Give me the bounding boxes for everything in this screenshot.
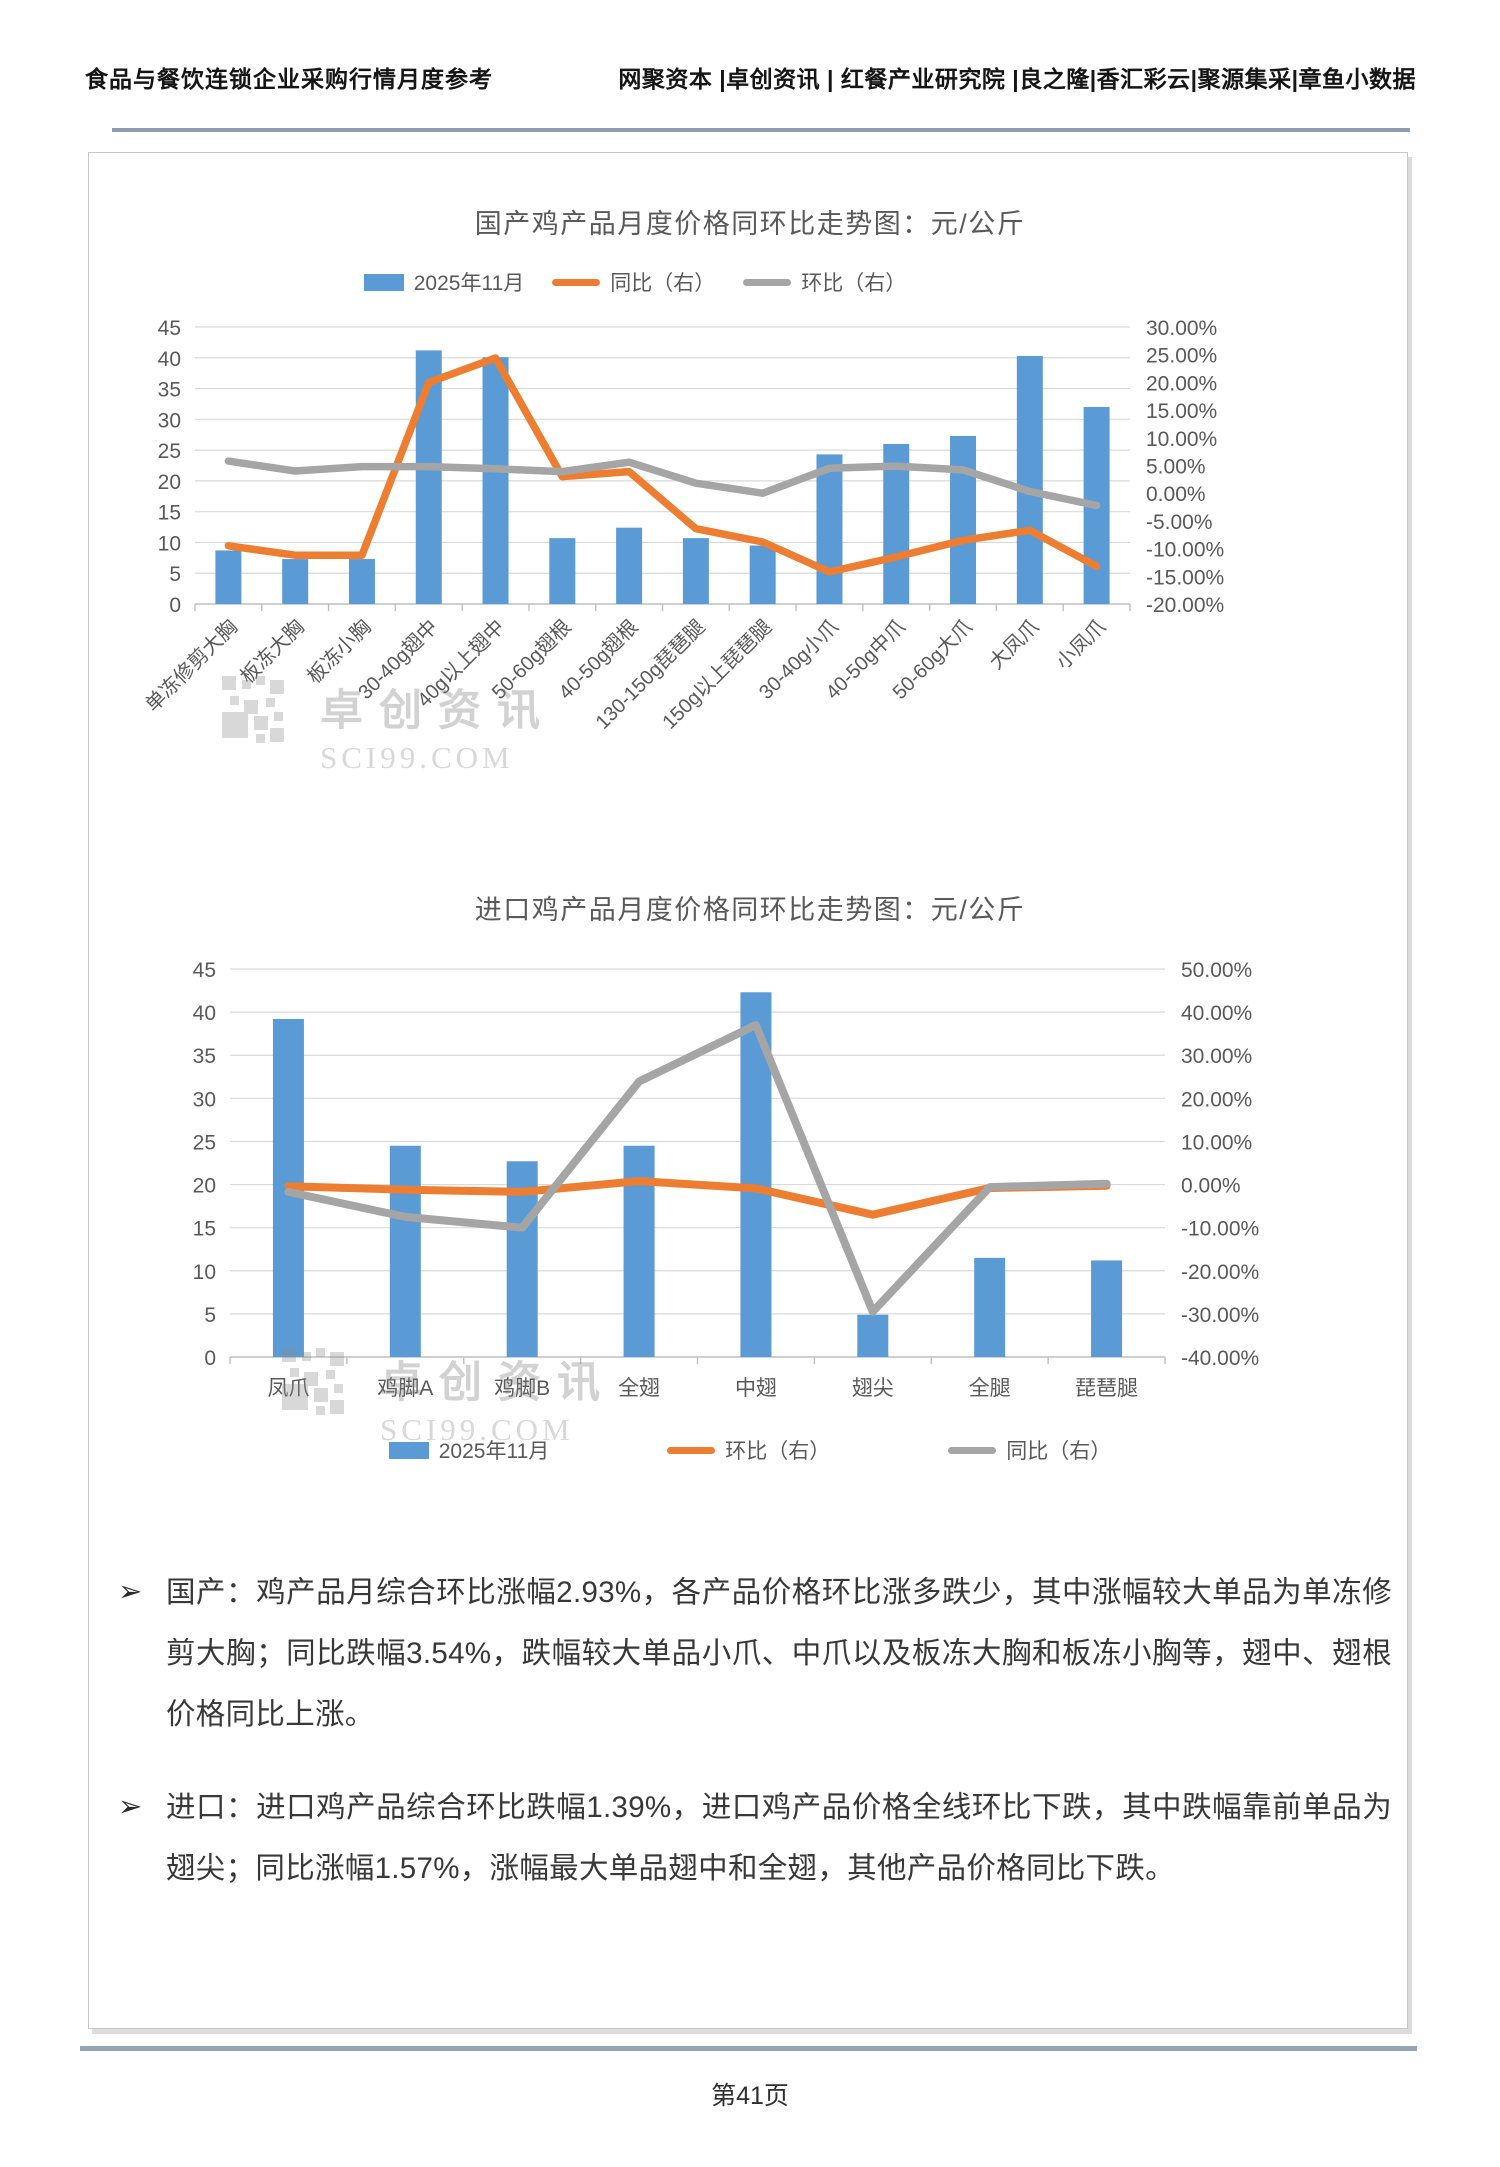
- svg-text:-30.00%: -30.00%: [1181, 1304, 1259, 1327]
- imported-chicken-chart: 进口鸡产品月度价格同环比走势图：元/公斤 45 40 35 30 25 20 15 10 5 0 5…: [95, 868, 1405, 1465]
- svg-text:5: 5: [204, 1304, 216, 1327]
- svg-text:30.00%: 30.00%: [1146, 317, 1217, 340]
- header-title: 食品与餐饮连锁企业采购行情月度参考: [85, 66, 493, 92]
- svg-text:-15.00%: -15.00%: [1146, 566, 1224, 589]
- svg-text:25: 25: [158, 440, 181, 463]
- bullet-text: 进口：进口鸡产品综合环比跌幅1.39%，进口鸡产品价格全线环比下跌，其中跌幅靠前…: [166, 1791, 1392, 1885]
- bar-swatch-icon: [363, 273, 404, 291]
- svg-text:10.00%: 10.00%: [1181, 1131, 1252, 1154]
- svg-text:大凤爪: 大凤爪: [985, 615, 1044, 674]
- bullet-imported: ➢ 进口：进口鸡产品综合环比跌幅1.39%，进口鸡产品价格全线环比下跌，其中跌幅…: [118, 1777, 1392, 1899]
- svg-text:板冻大胸: 板冻大胸: [236, 615, 309, 688]
- svg-text:20.00%: 20.00%: [1146, 372, 1217, 395]
- svg-text:-20.00%: -20.00%: [1181, 1261, 1259, 1284]
- header-sources: 网聚资本 |卓创资讯 | 红餐产业研究院 |良之隆|香汇彩云|聚源集采|章鱼小数…: [618, 66, 1416, 92]
- line-swatch-icon: [948, 1446, 997, 1454]
- svg-text:25.00%: 25.00%: [1146, 345, 1217, 368]
- svg-text:30: 30: [193, 1088, 216, 1111]
- svg-text:40: 40: [193, 1002, 216, 1025]
- svg-text:0: 0: [169, 594, 181, 617]
- chart-title: 进口鸡产品月度价格同环比走势图：元/公斤: [474, 895, 1026, 925]
- legend-item-yoy: 同比（右）: [948, 1435, 1111, 1465]
- svg-text:20.00%: 20.00%: [1181, 1088, 1252, 1111]
- legend-label: 同比（右）: [1006, 1440, 1112, 1463]
- svg-text:-10.00%: -10.00%: [1146, 539, 1224, 562]
- bar-swatch-icon: [388, 1441, 429, 1459]
- svg-text:5.00%: 5.00%: [1146, 456, 1206, 479]
- arrow-bullet-icon: ➢: [118, 1791, 143, 1823]
- footer-divider: [80, 2046, 1417, 2051]
- svg-text:鸡脚B: 鸡脚B: [494, 1377, 550, 1400]
- svg-text:40: 40: [158, 348, 181, 371]
- svg-text:-20.00%: -20.00%: [1146, 594, 1224, 617]
- svg-text:15.00%: 15.00%: [1146, 400, 1217, 423]
- svg-text:琵琶腿: 琵琶腿: [1075, 1377, 1138, 1400]
- svg-text:鸡脚A: 鸡脚A: [377, 1377, 433, 1400]
- svg-text:0: 0: [204, 1347, 216, 1370]
- svg-text:全翅: 全翅: [618, 1377, 660, 1400]
- legend-label: 2025年11月: [413, 272, 525, 295]
- arrow-bullet-icon: ➢: [118, 1576, 143, 1608]
- legend-item-bar: 2025年11月: [388, 1435, 550, 1465]
- svg-text:15: 15: [158, 502, 181, 525]
- svg-text:45: 45: [158, 317, 181, 340]
- svg-text:10.00%: 10.00%: [1146, 428, 1217, 451]
- svg-text:翅尖: 翅尖: [852, 1377, 894, 1400]
- line-swatch-icon: [552, 278, 601, 286]
- svg-text:凤爪: 凤爪: [267, 1377, 309, 1400]
- header-divider: [112, 128, 1410, 132]
- summary-bullets: ➢ 国产：鸡产品月综合环比涨幅2.93%，各产品价格环比涨多跌少，其中涨幅较大单…: [118, 1562, 1392, 1931]
- line-swatch-icon: [667, 1446, 716, 1454]
- chart-plot-svg: 45 40 35 30 25 20 15 10 5 0 50.00% 40.00% 30.00% 20.0…: [193, 959, 1260, 1400]
- bullet-text: 国产：鸡产品月综合环比涨幅2.93%，各产品价格环比涨多跌少，其中涨幅较大单品为…: [166, 1576, 1392, 1731]
- svg-text:30.00%: 30.00%: [1181, 1045, 1252, 1068]
- svg-text:0.00%: 0.00%: [1181, 1175, 1241, 1198]
- domestic-chicken-chart: 国产鸡产品月度价格同环比走势图：元/公斤 2025年11月 同比（右） 环比（右…: [95, 182, 1405, 791]
- svg-text:10: 10: [158, 532, 181, 555]
- svg-text:25: 25: [193, 1131, 216, 1154]
- chart-legend: 2025年11月 环比（右） 同比（右）: [95, 1435, 1405, 1465]
- svg-text:45: 45: [193, 959, 216, 982]
- svg-text:40.00%: 40.00%: [1181, 1002, 1252, 1025]
- svg-text:35: 35: [158, 379, 181, 402]
- svg-text:35: 35: [193, 1045, 216, 1068]
- svg-text:全腿: 全腿: [969, 1377, 1011, 1400]
- svg-text:-40.00%: -40.00%: [1181, 1347, 1259, 1370]
- legend-item-bar: 2025年11月: [363, 267, 525, 297]
- svg-text:-5.00%: -5.00%: [1146, 511, 1213, 534]
- svg-text:-10.00%: -10.00%: [1181, 1218, 1259, 1241]
- line-swatch-icon: [743, 278, 792, 286]
- legend-label: 同比（右）: [610, 272, 716, 295]
- legend-label: 2025年11月: [438, 1440, 550, 1463]
- svg-text:0.00%: 0.00%: [1146, 483, 1206, 506]
- svg-text:20: 20: [158, 471, 181, 494]
- page-number: 第41页: [711, 2082, 789, 2110]
- chart-title: 国产鸡产品月度价格同环比走势图：元/公斤: [474, 209, 1026, 239]
- svg-text:5: 5: [169, 563, 181, 586]
- svg-text:小凤爪: 小凤爪: [1051, 615, 1110, 674]
- svg-text:20: 20: [193, 1175, 216, 1198]
- svg-text:中翅: 中翅: [735, 1377, 777, 1400]
- legend-label: 环比（右）: [725, 1440, 831, 1463]
- bullet-domestic: ➢ 国产：鸡产品月综合环比涨幅2.93%，各产品价格环比涨多跌少，其中涨幅较大单…: [118, 1562, 1392, 1745]
- svg-text:15: 15: [193, 1218, 216, 1241]
- svg-text:50.00%: 50.00%: [1181, 959, 1252, 982]
- legend-label: 环比（右）: [801, 272, 907, 295]
- svg-text:10: 10: [193, 1261, 216, 1284]
- legend-item-yoy: 同比（右）: [552, 267, 715, 297]
- chart-legend: 2025年11月 同比（右） 环比（右）: [0, 267, 1290, 297]
- legend-item-mom: 环比（右）: [743, 267, 906, 297]
- svg-text:30: 30: [158, 409, 181, 432]
- chart-plot-svg: 45 40 35 30 25 20 15 10 5 0 30.00% 25.00% 20.00% 15.0…: [141, 317, 1224, 734]
- svg-text:单冻修剪大胸: 单冻修剪大胸: [141, 615, 242, 716]
- legend-item-mom: 环比（右）: [667, 1435, 830, 1465]
